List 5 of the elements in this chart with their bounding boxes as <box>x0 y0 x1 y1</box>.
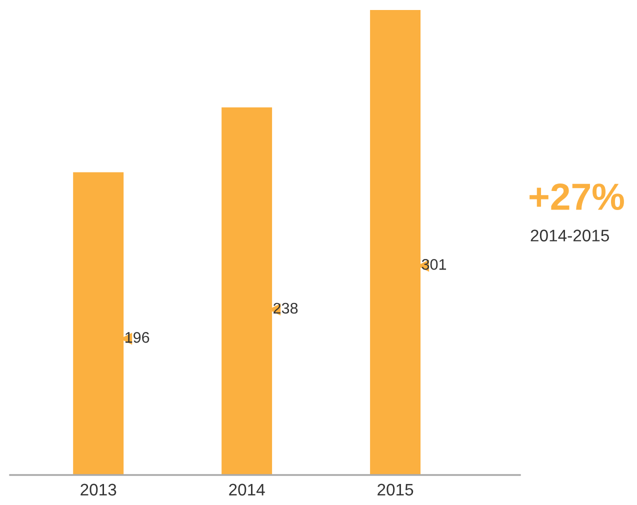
x-tick-label: 2014 <box>229 484 265 496</box>
text: +27% <box>530 184 624 210</box>
text: 2014-2015 <box>530 230 610 242</box>
x-tick-label: 2015 <box>378 484 414 496</box>
x-tick-label: 2013 <box>80 484 116 496</box>
